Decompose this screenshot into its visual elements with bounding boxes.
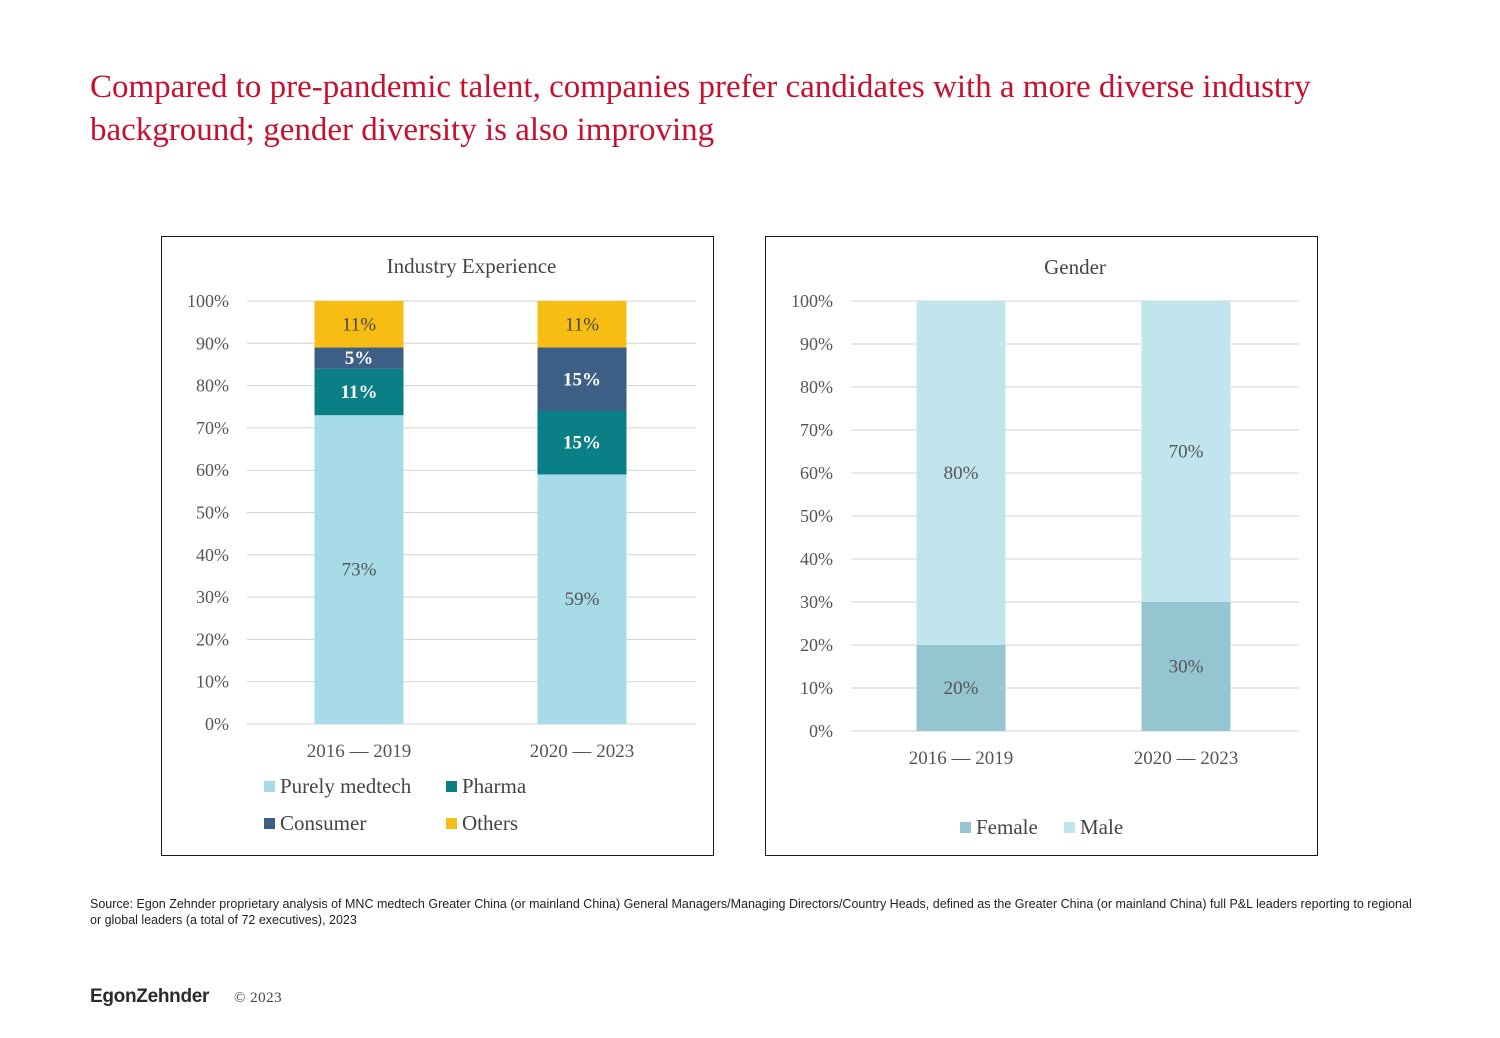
- industry-data-label: 73%: [342, 560, 377, 581]
- gender-chart: Gender 0% 10% 20% 30% 40% 50% 60% 70% 80% 90% 100% 2…: [791, 255, 1299, 839]
- gender-legend-swatch: [1064, 822, 1075, 833]
- gender-y-tick-label: 70%: [800, 420, 833, 440]
- gender-x-tick-label: 2016 — 2019: [909, 748, 1014, 769]
- slide-title: Compared to pre-pandemic talent, compani…: [90, 69, 1311, 148]
- industry-data-label: 11%: [565, 314, 599, 335]
- industry-bar-segment: [314, 347, 404, 369]
- gender-y-tick-label: 100%: [791, 291, 833, 311]
- industry-y-tick-label: 20%: [196, 629, 229, 649]
- industry-y-tick-label: 50%: [196, 503, 229, 523]
- gender-y-tick-label: 60%: [800, 463, 833, 483]
- gender-data-label: 70%: [1169, 442, 1204, 463]
- gender-chart-title: Gender: [1044, 255, 1106, 279]
- industry-legend-label: Pharma: [462, 774, 527, 798]
- industry-legend-label: Others: [462, 811, 518, 835]
- gender-legend-label: Female: [976, 815, 1038, 839]
- industry-data-label: 15%: [563, 433, 601, 454]
- industry-y-tick-label: 100%: [187, 291, 229, 311]
- gender-bar-segment: [1141, 602, 1231, 731]
- industry-bar-segment: [537, 301, 627, 348]
- egonzehnder-logo: EgonZehnder: [90, 986, 210, 1007]
- gender-data-label: 80%: [944, 463, 979, 484]
- industry-data-label: 11%: [342, 314, 376, 335]
- gender-y-tick-label: 40%: [800, 549, 833, 569]
- industry-bar-segment: [314, 301, 404, 348]
- industry-data-label: 15%: [563, 369, 601, 390]
- industry-y-tick-label: 40%: [196, 545, 229, 565]
- industry-experience-chart-panel: Industry Experience 0% 10% 20% 30% 40% 50% 60% 7…: [161, 236, 714, 856]
- industry-legend-swatch: [264, 781, 275, 792]
- gender-bar-segment: [916, 645, 1006, 731]
- industry-bar-segment: [314, 368, 404, 416]
- gender-legend-label: Male: [1080, 815, 1123, 839]
- industry-bar-segment: [314, 415, 404, 724]
- gender-data-label: 30%: [1169, 657, 1204, 678]
- gender-y-tick-label: 0%: [809, 721, 833, 741]
- gender-y-tick-label: 20%: [800, 635, 833, 655]
- industry-y-tick-label: 90%: [196, 333, 229, 353]
- gender-bar-segment: [916, 301, 1006, 645]
- industry-x-tick-label: 2020 — 2023: [530, 741, 635, 762]
- industry-data-label: 5%: [345, 348, 374, 369]
- gender-y-tick-label: 90%: [800, 334, 833, 354]
- industry-legend-swatch: [446, 818, 457, 829]
- industry-y-tick-label: 70%: [196, 418, 229, 438]
- gender-y-tick-label: 80%: [800, 377, 833, 397]
- gender-bar-segment: [1141, 301, 1231, 602]
- industry-legend-swatch: [446, 781, 457, 792]
- source-note: Source: Egon Zehnder proprietary analysi…: [90, 897, 1412, 927]
- gender-y-tick-label: 10%: [800, 678, 833, 698]
- gender-legend-swatch: [960, 822, 971, 833]
- gender-chart-panel: Gender 0% 10% 20% 30% 40% 50% 60% 70% 80% 90% 100% 2…: [765, 236, 1318, 856]
- industry-legend-label: Consumer: [280, 811, 366, 835]
- gender-data-label: 20%: [944, 678, 979, 699]
- industry-y-tick-label: 10%: [196, 672, 229, 692]
- gender-y-tick-label: 50%: [800, 506, 833, 526]
- industry-experience-chart: Industry Experience 0% 10% 20% 30% 40% 50% 60% 7…: [187, 254, 696, 835]
- industry-data-label: 11%: [341, 382, 378, 403]
- industry-x-tick-label: 2016 — 2019: [307, 741, 412, 762]
- industry-y-tick-label: 0%: [205, 714, 229, 734]
- copyright-text: © 2023: [234, 990, 283, 1006]
- gender-y-tick-label: 30%: [800, 592, 833, 612]
- industry-data-label: 59%: [565, 589, 600, 610]
- industry-chart-title: Industry Experience: [387, 254, 557, 278]
- industry-bar-segment: [537, 410, 627, 475]
- industry-bar-segment: [537, 474, 627, 724]
- industry-y-tick-label: 30%: [196, 587, 229, 607]
- industry-bar-segment: [537, 347, 627, 411]
- gender-x-tick-label: 2020 — 2023: [1134, 748, 1239, 769]
- industry-legend-label: Purely medtech: [280, 774, 412, 798]
- industry-y-tick-label: 60%: [196, 460, 229, 480]
- industry-legend-swatch: [264, 818, 275, 829]
- industry-y-tick-label: 80%: [196, 376, 229, 396]
